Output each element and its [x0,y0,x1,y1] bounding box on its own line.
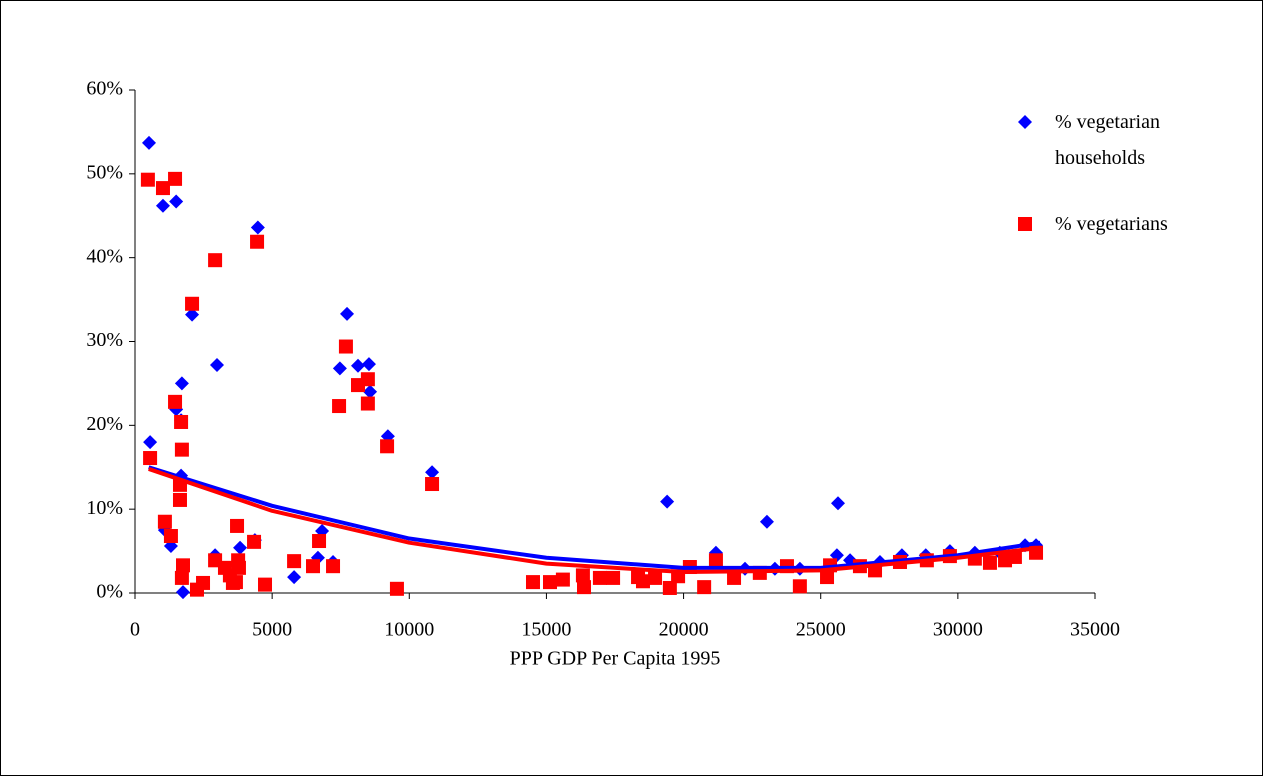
point [196,575,211,590]
point [287,570,302,585]
point [163,528,178,543]
y-tick-label: 60% [86,78,123,100]
point [168,394,183,409]
point [172,492,187,507]
x-tick-label: 20000 [659,619,709,641]
point [525,575,540,590]
point [1007,549,1022,564]
point [380,439,395,454]
point [389,581,404,596]
point [185,307,200,322]
point [143,435,158,450]
point [660,494,675,509]
point [361,357,376,372]
point [542,575,557,590]
point [708,553,723,568]
x-tick-label: 0 [130,619,140,641]
point [157,514,172,529]
point [230,518,245,533]
x-tick-label: 15000 [521,619,571,641]
y-tick-label: 0% [96,581,123,603]
point [169,194,184,209]
point [174,414,189,429]
point [363,384,378,399]
point [338,339,353,354]
y-tick-label: 20% [86,413,123,435]
x-tick-label: 5000 [252,619,292,641]
point [697,580,712,595]
point [332,399,347,414]
y-tick-label: 10% [86,497,123,519]
point [210,357,225,372]
point [326,559,341,574]
point [820,570,835,585]
point [174,376,189,391]
point [141,135,156,150]
point [174,442,189,457]
point [662,580,677,595]
point [247,534,262,549]
point [982,555,997,570]
point [287,554,302,569]
x-tick-label: 35000 [1070,619,1120,641]
point [575,568,590,583]
point [155,181,170,196]
point [176,585,190,600]
point [155,198,170,213]
point [792,579,807,594]
point [425,465,440,480]
trend-line [148,467,1041,575]
point [174,570,189,585]
point [332,361,347,376]
point [759,514,774,529]
point [233,540,248,555]
legend-marker [1018,115,1032,129]
point [185,296,200,311]
point [168,171,183,186]
point [250,220,265,235]
point [727,570,742,585]
y-tick-label: 50% [86,161,123,183]
y-tick-label: 40% [86,245,123,267]
point [250,234,265,249]
point [228,575,243,590]
point [635,574,650,589]
point [208,253,223,268]
point [306,559,321,574]
point [830,496,845,511]
point [340,306,355,321]
point [231,553,246,568]
point [555,572,570,587]
point [350,358,365,373]
point [360,396,375,411]
legend-label: % vegetarians [1055,213,1168,235]
trend-line [148,465,1041,570]
point [425,477,440,492]
point [648,570,663,585]
point [176,558,190,573]
legend-label: % vegetarian households [1055,111,1160,169]
point [258,577,273,592]
y-tick-label: 30% [86,329,123,351]
x-tick-label: 30000 [933,619,983,641]
point [360,372,375,387]
point [143,451,158,466]
point [606,570,621,585]
x-tick-label: 25000 [796,619,846,641]
x-axis-label: PPP GDP Per Capita 1995 [510,648,721,670]
point [312,534,327,549]
point [592,570,607,585]
point [140,172,155,187]
legend-marker [1018,217,1032,231]
point [577,580,592,595]
x-tick-label: 10000 [384,619,434,641]
